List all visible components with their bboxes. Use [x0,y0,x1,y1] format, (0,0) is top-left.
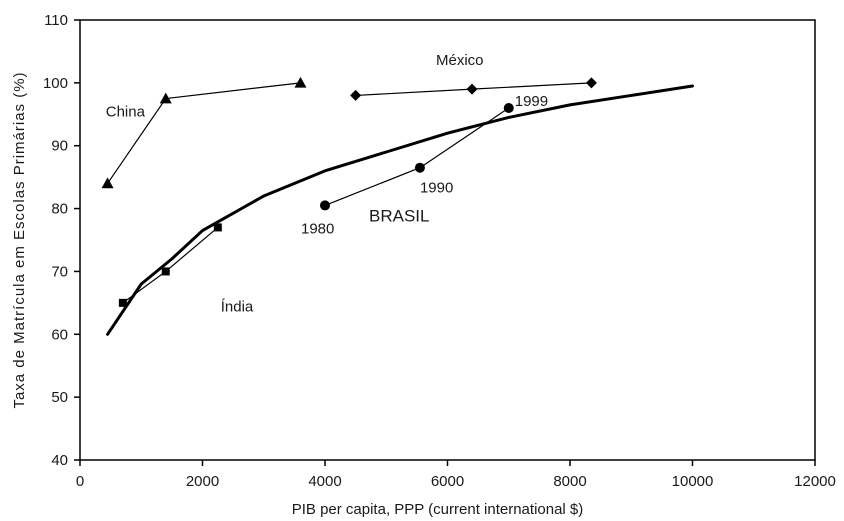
brasil-line [325,108,509,205]
x-tick-label-6: 12000 [794,473,836,490]
brasil-label: BRASIL [369,206,429,225]
china-point-2 [295,77,307,88]
y-axis-title: Taxa de Matrícula em Escolas Primárias (… [11,71,28,408]
mexico-point-1 [467,84,478,95]
india-label: Índia [221,298,254,315]
y-tick-label-1: 50 [51,389,68,406]
brasil-point-1 [415,163,425,173]
x-tick-label-5: 10000 [672,473,714,490]
y-tick-label-5: 90 [51,138,68,155]
year-label-1990: 1990 [420,180,453,197]
y-tick-label-3: 70 [51,263,68,280]
x-tick-label-4: 8000 [553,473,586,490]
china-line [108,83,301,184]
year-label-1999: 1999 [515,93,548,110]
china-label: China [106,104,146,121]
y-tick-label-2: 60 [51,326,68,343]
x-axis-title: PIB per capita, PPP (current internation… [292,501,584,518]
year-label-1980: 1980 [301,220,334,237]
brasil-point-2 [504,103,514,113]
x-tick-label-1: 2000 [186,473,219,490]
india-point-1 [162,267,170,275]
y-tick-label-6: 100 [43,75,68,92]
china-point-0 [102,177,114,188]
brasil-point-0 [320,200,330,210]
mexico-point-2 [586,77,597,88]
y-tick-label-0: 40 [51,452,68,469]
x-tick-label-3: 6000 [431,473,464,490]
y-tick-label-7: 110 [44,12,68,29]
y-tick-label-4: 80 [51,201,68,218]
x-tick-label-2: 4000 [308,473,341,490]
mexico-point-0 [350,90,361,101]
x-tick-label-0: 0 [76,473,84,490]
mexico-label: México [436,52,484,69]
